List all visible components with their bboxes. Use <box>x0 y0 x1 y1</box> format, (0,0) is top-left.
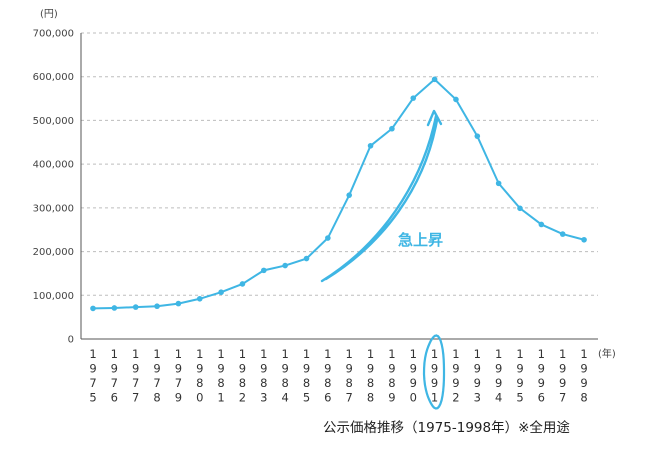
data-point <box>410 95 417 101</box>
data-point <box>239 281 246 287</box>
x-tick-labels: 1 9 7 5 1 9 7 6 1 9 7 7 1 9 7 8 1 9 7 9 1 9 8 0 1 9 8 1 1 9 8 2 1 9 8 3 1 9 8 4… <box>89 347 587 405</box>
grid-lines <box>81 32 598 296</box>
y-tick-label: 100,000 <box>33 291 74 302</box>
sharp-rise-annotation: 急上昇 <box>398 231 443 249</box>
sharp-rise-arrow <box>320 114 439 283</box>
sharp-rise-arrow-head <box>426 109 443 127</box>
series-line <box>92 77 585 310</box>
y-unit-label: (円) <box>40 9 58 20</box>
y-tick-label: 500,000 <box>33 116 74 127</box>
data-point <box>303 255 310 262</box>
highlight-circle-1991 <box>422 334 446 410</box>
data-points <box>90 76 587 312</box>
y-tick-label: 0 <box>68 335 74 346</box>
y-tick-label: 300,000 <box>33 203 74 214</box>
data-point <box>132 304 139 310</box>
y-tick-label: 200,000 <box>33 247 74 258</box>
x-unit-label: (年) <box>598 347 616 360</box>
data-point <box>538 221 545 228</box>
data-point <box>517 205 523 212</box>
data-point <box>154 303 160 310</box>
chart-caption: 公示価格推移（1975-1998年）※全用途 <box>323 419 570 436</box>
data-point <box>90 305 96 312</box>
data-point <box>325 235 331 241</box>
y-tick-label: 700,000 <box>33 29 74 40</box>
data-point <box>367 142 374 149</box>
y-tick-label: 600,000 <box>33 72 74 83</box>
data-point <box>175 300 182 307</box>
y-tick-label: 400,000 <box>33 160 74 171</box>
data-point <box>474 133 481 139</box>
data-point <box>431 76 438 83</box>
data-point <box>495 180 502 187</box>
data-point <box>111 305 118 311</box>
data-point <box>453 96 459 103</box>
data-point <box>218 289 224 296</box>
data-point <box>389 125 395 132</box>
data-point <box>282 262 288 269</box>
data-point <box>581 236 587 243</box>
data-point <box>559 231 566 237</box>
data-point <box>261 267 267 274</box>
data-point <box>346 192 353 198</box>
data-point <box>196 295 203 302</box>
y-tick-labels: 700,000 600,000 500,000 400,000 300,000 200,0… <box>33 29 74 346</box>
